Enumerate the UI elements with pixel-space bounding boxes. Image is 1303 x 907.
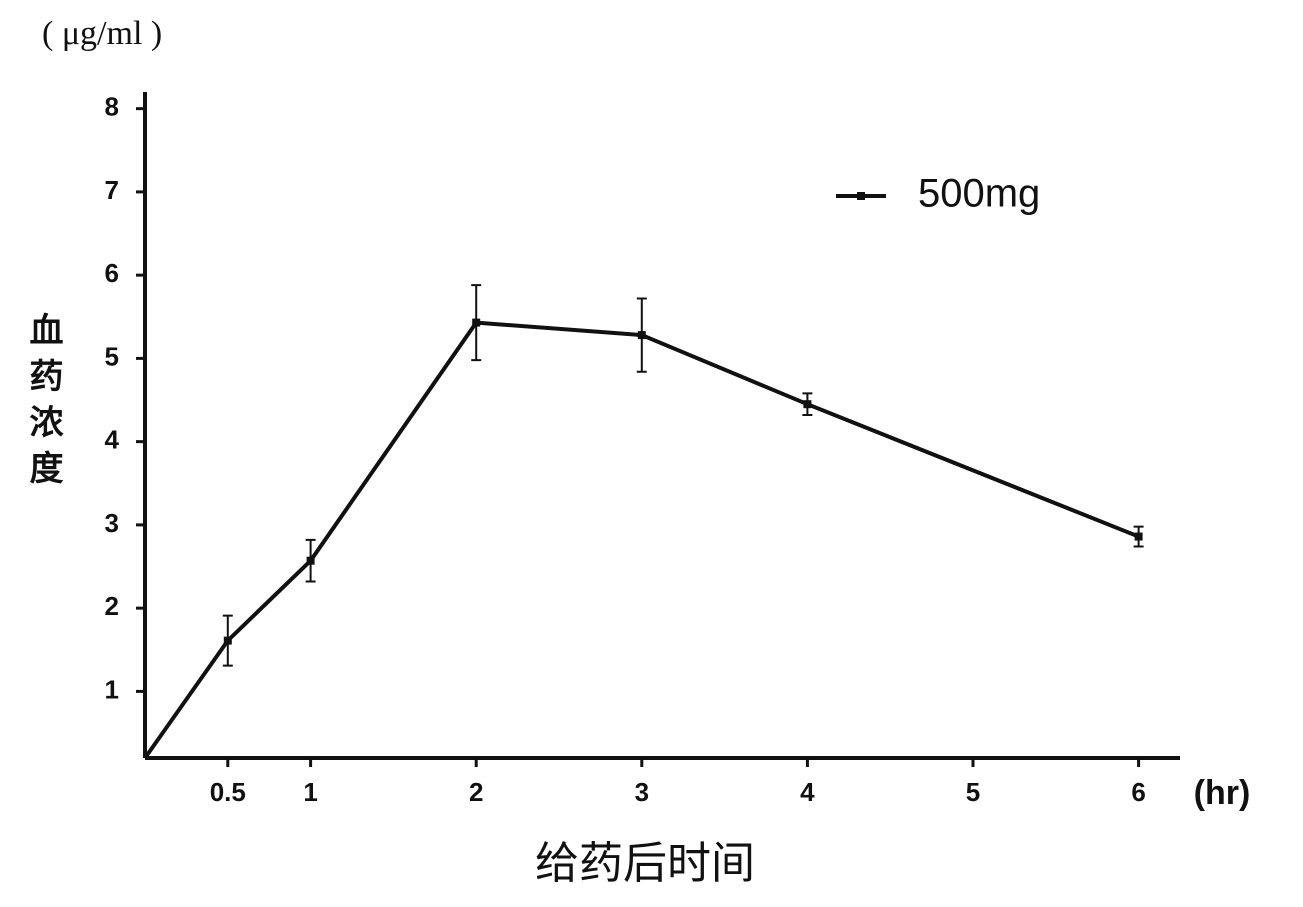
x-tick-label: 4	[800, 777, 815, 807]
y-tick-label: 1	[105, 674, 119, 704]
x-unit: (hr)	[1194, 774, 1251, 812]
y-tick-label: 4	[105, 425, 120, 455]
y-tick-label: 5	[105, 341, 119, 371]
x-tick-label: 6	[1131, 777, 1145, 807]
x-tick-label: 3	[635, 777, 649, 807]
y-unit: ( μg/ml )	[42, 15, 162, 52]
y-tick-label: 2	[105, 591, 119, 621]
x-tick-label: 5	[966, 777, 980, 807]
point	[637, 331, 646, 340]
x-tick-label: 1	[303, 777, 317, 807]
y-label: 血药浓度	[23, 312, 63, 496]
point	[223, 636, 232, 645]
y-tick-label: 8	[105, 92, 119, 122]
point	[306, 556, 315, 565]
x-tick-label: 2	[469, 777, 483, 807]
y-tick-label: 6	[105, 258, 119, 288]
line	[143, 320, 1140, 760]
legend-label: 500mg	[918, 172, 1040, 216]
x-label: 给药后时间	[535, 838, 755, 889]
x-tick-label: 0.5	[210, 777, 246, 807]
y-tick-label: 7	[105, 175, 119, 205]
y-tick-label: 3	[105, 508, 119, 538]
legend-marker	[857, 192, 865, 200]
point	[1134, 532, 1143, 541]
point	[472, 318, 481, 327]
point	[803, 400, 812, 409]
